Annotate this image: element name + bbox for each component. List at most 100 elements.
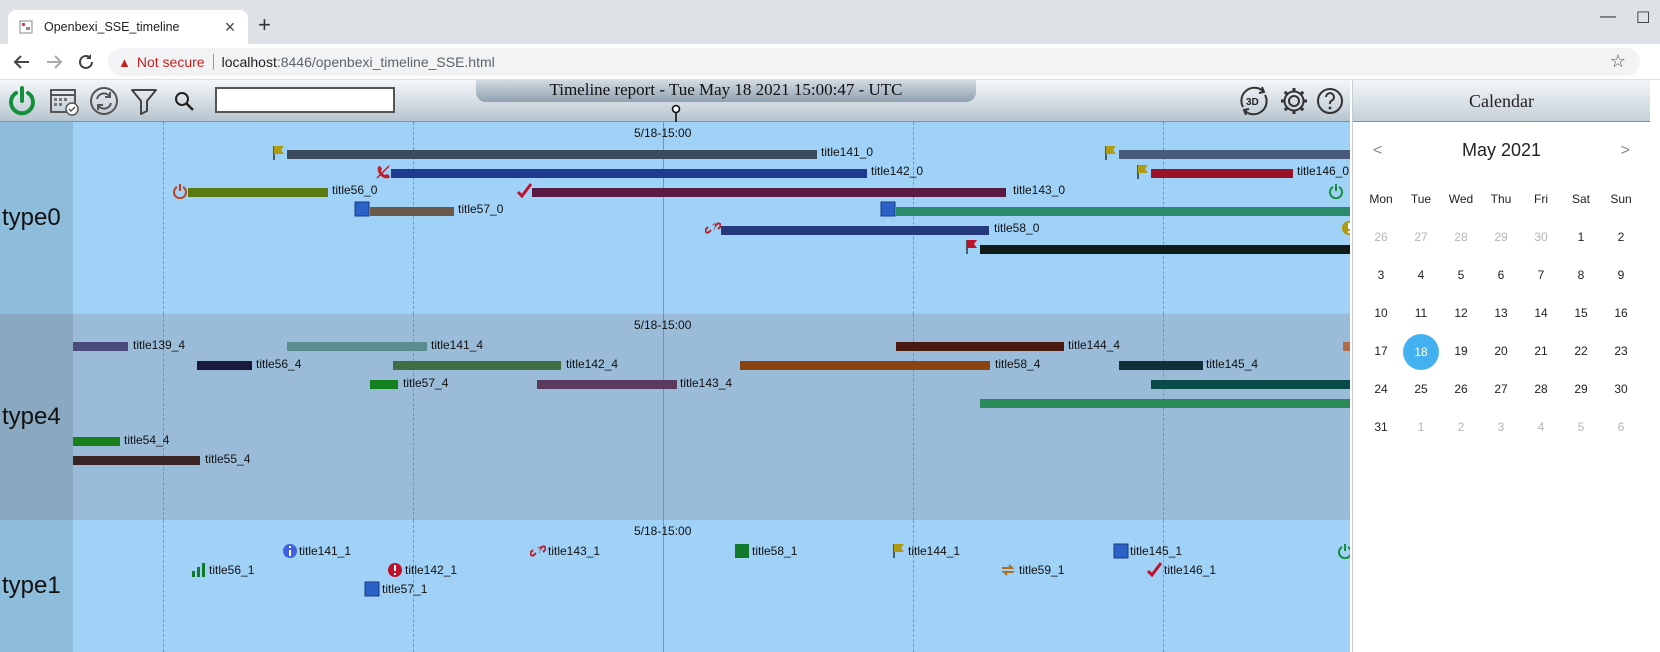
event-label[interactable]: title54_4 — [124, 433, 170, 447]
event-label[interactable]: title142_0 — [871, 164, 924, 178]
calendar-day[interactable]: 13 — [1481, 296, 1521, 330]
event-label[interactable]: title146_0 — [1297, 164, 1350, 178]
band-area[interactable]: 5/18-15:00 title141_0 title142_0 title14… — [73, 122, 1350, 314]
event-label[interactable]: title57_1 — [382, 582, 428, 596]
calendar-day[interactable]: 12 — [1441, 296, 1481, 330]
calendar-day[interactable]: 31 — [1361, 410, 1401, 444]
new-tab-button[interactable]: + — [258, 12, 271, 37]
event-label[interactable]: title145_4 — [1206, 357, 1259, 371]
calendar-day[interactable]: 15 — [1561, 296, 1601, 330]
calendar-day[interactable]: 3 — [1481, 410, 1521, 444]
event-bar[interactable] — [537, 380, 677, 389]
calendar-day[interactable]: 22 — [1561, 334, 1601, 368]
event-bar[interactable] — [73, 456, 200, 465]
event-label[interactable]: title141_4 — [431, 338, 484, 352]
calendar-day[interactable]: 21 — [1521, 334, 1561, 368]
event-bar[interactable] — [532, 188, 1006, 197]
event-bar[interactable] — [188, 188, 328, 197]
calendar-day[interactable]: 26 — [1361, 220, 1401, 254]
calendar-button[interactable] — [46, 84, 82, 118]
event-label[interactable]: title55_4 — [205, 452, 251, 466]
calendar-day[interactable]: 4 — [1521, 410, 1561, 444]
event-label[interactable]: title56_0 — [332, 183, 378, 197]
event-label[interactable]: title58_0 — [994, 221, 1040, 235]
band-area[interactable]: 5/18-15:00 title141_1 ? title143_1 title… — [73, 520, 1350, 652]
calendar-day[interactable]: 14 — [1521, 296, 1561, 330]
event-bar[interactable] — [740, 361, 990, 370]
power-button[interactable] — [4, 84, 40, 118]
calendar-day[interactable]: 19 — [1441, 334, 1481, 368]
event-bar[interactable] — [980, 399, 1350, 408]
event-bar[interactable] — [1119, 361, 1203, 370]
calendar-day[interactable]: 30 — [1601, 372, 1641, 406]
calendar-day[interactable]: 27 — [1401, 220, 1441, 254]
calendar-day[interactable]: 29 — [1481, 220, 1521, 254]
event-bar[interactable] — [73, 342, 128, 351]
calendar-day[interactable]: 28 — [1441, 220, 1481, 254]
calendar-day[interactable]: 4 — [1401, 258, 1441, 292]
band-area[interactable]: 5/18-15:00 title139_4 title141_4 title14… — [73, 314, 1350, 520]
event-label[interactable]: title144_1 — [908, 544, 961, 558]
event-label[interactable]: title57_0 — [458, 202, 504, 216]
event-label[interactable]: title58_1 — [752, 544, 798, 558]
event-bar[interactable] — [370, 380, 398, 389]
warning-icon[interactable]: ▲ — [118, 54, 131, 70]
event-label[interactable]: title142_4 — [566, 357, 619, 371]
settings-button[interactable] — [1276, 84, 1312, 118]
event-bar[interactable] — [73, 437, 120, 446]
calendar-day[interactable]: 17 — [1361, 334, 1401, 368]
event-bar[interactable] — [1119, 150, 1350, 159]
event-bar[interactable] — [980, 245, 1350, 254]
event-bar[interactable] — [896, 342, 1064, 351]
calendar-day[interactable]: 1 — [1401, 410, 1441, 444]
calendar-day[interactable]: 7 — [1521, 258, 1561, 292]
calendar-day[interactable]: 11 — [1401, 296, 1441, 330]
event-label[interactable]: title145_1 — [1130, 544, 1183, 558]
calendar-day[interactable]: 29 — [1561, 372, 1601, 406]
calendar-day[interactable]: 5 — [1441, 258, 1481, 292]
calendar-day[interactable]: 23 — [1601, 334, 1641, 368]
event-bar[interactable] — [287, 150, 817, 159]
calendar-month-label[interactable]: May 2021 — [1461, 140, 1542, 160]
event-label[interactable]: title139_4 — [133, 338, 186, 352]
event-label[interactable]: title56_4 — [256, 357, 302, 371]
address-bar[interactable]: ▲ Not secure localhost :8446/openbexi_ti… — [108, 48, 1640, 76]
calendar-day[interactable]: 5 — [1561, 410, 1601, 444]
event-label[interactable]: title143_0 — [1013, 183, 1066, 197]
event-bar[interactable] — [287, 342, 427, 351]
minimize-button[interactable]: — — [1600, 8, 1616, 25]
event-bar[interactable] — [1151, 169, 1293, 178]
calendar-day[interactable]: 26 — [1441, 372, 1481, 406]
event-label[interactable]: title57_4 — [403, 376, 449, 390]
calendar-day[interactable]: 3 — [1361, 258, 1401, 292]
calendar-day[interactable]: 30 — [1521, 220, 1561, 254]
bookmark-star-icon[interactable]: ☆ — [1609, 51, 1626, 71]
event-bar[interactable] — [370, 207, 454, 216]
next-month-button[interactable]: > — [1620, 142, 1630, 159]
calendar-day[interactable]: 6 — [1601, 410, 1641, 444]
refresh-button[interactable] — [86, 84, 122, 118]
calendar-day[interactable]: 24 — [1361, 372, 1401, 406]
calendar-day[interactable]: 9 — [1601, 258, 1641, 292]
event-bar[interactable] — [1343, 342, 1350, 351]
calendar-day[interactable]: 6 — [1481, 258, 1521, 292]
event-label[interactable]: title144_4 — [1068, 338, 1121, 352]
event-bar[interactable] — [391, 169, 867, 178]
calendar-day[interactable]: 25 — [1401, 372, 1441, 406]
event-label[interactable]: title141_1 — [299, 544, 352, 558]
search-button[interactable] — [166, 84, 202, 118]
calendar-day[interactable]: 10 — [1361, 296, 1401, 330]
tab-close-button[interactable]: × — [224, 16, 236, 37]
calendar-day[interactable]: 20 — [1481, 334, 1521, 368]
event-label[interactable]: title58_4 — [995, 357, 1041, 371]
event-bar[interactable] — [1151, 380, 1350, 389]
help-button[interactable] — [1312, 84, 1348, 118]
event-label[interactable]: title141_0 — [821, 145, 874, 159]
security-label[interactable]: Not secure — [136, 54, 205, 70]
maximize-button[interactable]: ☐ — [1636, 10, 1651, 27]
calendar-day-selected[interactable]: 18 — [1401, 334, 1441, 370]
event-label[interactable]: title142_1 — [405, 563, 458, 577]
calendar-day[interactable]: 28 — [1521, 372, 1561, 406]
calendar-day[interactable]: 16 — [1601, 296, 1641, 330]
back-button[interactable] — [12, 52, 32, 72]
